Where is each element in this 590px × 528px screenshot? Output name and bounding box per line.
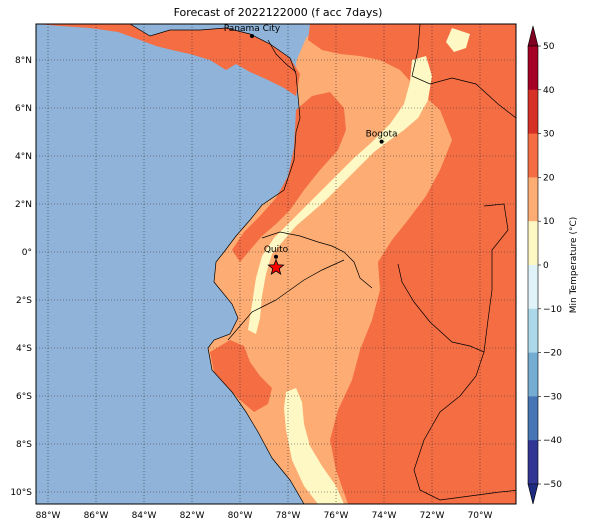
lon-tick-label: 72°W	[420, 511, 445, 521]
colorbar-segment	[528, 89, 538, 135]
colorbar-tick-label: −10	[543, 305, 562, 315]
lat-tick-label: 4°S	[16, 344, 32, 354]
colorbar-tick-label: 10	[543, 217, 555, 227]
lon-tick-label: 86°W	[84, 511, 109, 521]
lat-tick-label: 10°S	[10, 488, 32, 498]
panama-land	[36, 24, 300, 96]
lon-tick-label: 84°W	[132, 511, 157, 521]
city-label: Quito	[264, 245, 289, 255]
colorbar-segment	[528, 308, 538, 354]
city-dot	[274, 254, 278, 259]
graticule	[36, 24, 516, 504]
lat-tick-label: 0°	[22, 248, 32, 258]
colorbar-segment	[528, 46, 538, 91]
city-dot	[250, 34, 254, 38]
star-icon	[267, 258, 285, 276]
colorbar-segment	[528, 177, 538, 222]
lon-tick-label: 82°W	[180, 511, 205, 521]
colorbar-extend-min	[527, 483, 539, 505]
colorbar-segment	[528, 221, 538, 266]
lon-tick-label: 78°W	[276, 511, 301, 521]
city-markers: Panama City Bogota Quito	[224, 24, 398, 259]
lon-tick-label: 76°W	[324, 511, 349, 521]
city-dot	[379, 139, 384, 144]
longitude-tick-labels: 88°W 86°W 84°W 82°W 80°W 78°W 76°W 74°W 72°W 70°W	[36, 511, 493, 521]
temp-band-0-10	[248, 56, 432, 334]
lon-tick-label: 70°W	[468, 511, 493, 521]
lat-tick-label: 8°S	[16, 440, 32, 450]
city-label: Bogota	[366, 130, 398, 140]
border-colombia-ecuador	[261, 231, 373, 289]
colorbar-tick-label: −20	[543, 349, 562, 359]
lat-tick-label: 8°N	[15, 56, 32, 66]
colorbar-tick-label: −30	[543, 392, 562, 402]
temp-band-20-30	[232, 92, 346, 262]
lon-tick-label: 80°W	[228, 511, 253, 521]
lat-tick-label: 6°N	[15, 104, 32, 114]
temp-band-0-10	[284, 388, 344, 504]
star-marker	[267, 258, 285, 276]
colorbar-tick-label: 0	[543, 261, 549, 271]
map-frame	[35, 23, 517, 505]
temp-band-20-30	[210, 340, 272, 412]
land-fill	[36, 24, 516, 504]
colorbar-tick-label: 50	[543, 42, 555, 52]
colorbar-segment	[528, 133, 538, 178]
colorbar-tick-label: −50	[543, 480, 562, 490]
colorbar: 50 40 30 20 10 0 −10 −20 −30 −40 −50	[527, 25, 562, 505]
colorbar-segment	[528, 440, 538, 485]
colorbar-extend-max	[527, 25, 539, 47]
colorbar-tick-label: 20	[543, 173, 555, 183]
lat-tick-label: 2°S	[16, 296, 32, 306]
lat-tick-label: 4°N	[15, 152, 32, 162]
city-label: Panama City	[224, 24, 281, 34]
colorbar-segment	[528, 265, 538, 310]
temp-band-0-10	[446, 28, 470, 52]
colorbar-segment	[528, 396, 538, 441]
temp-band-20-30	[308, 24, 516, 504]
border-peru-brazil	[413, 351, 516, 501]
colorbar-segment	[528, 352, 538, 397]
map-title: Forecast of 2022122000 (f acc 7days)	[173, 6, 383, 19]
latitude-tick-labels: 8°N 6°N 4°N 2°N 0° 2°S 4°S 6°S 8°S 10°S	[10, 56, 32, 498]
colorbar-tick-label: −40	[543, 436, 562, 446]
border-panama-colombia	[267, 39, 297, 73]
colorbar-tick-label: 30	[543, 130, 555, 140]
temp-band-30-40	[498, 176, 516, 258]
lon-tick-label: 88°W	[36, 511, 61, 521]
colorbar-tick-label: 40	[543, 86, 555, 96]
colorbar-label: Min Temperature (°C)	[569, 217, 579, 314]
lat-tick-label: 2°N	[15, 200, 32, 210]
border-colombia-venezuela	[411, 24, 516, 119]
lon-tick-label: 74°W	[372, 511, 397, 521]
lat-tick-label: 6°S	[16, 392, 32, 402]
